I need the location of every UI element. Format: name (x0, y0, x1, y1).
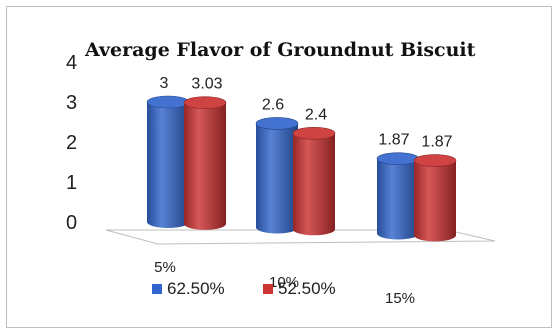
y-axis: 0 1 2 3 4 (66, 52, 77, 234)
bar (146, 95, 190, 228)
x-category-label: 15% (385, 290, 415, 307)
data-labels: 3 3.03 2.6 2.4 1.87 1.87 (160, 75, 453, 151)
legend-label: 62.50% (167, 279, 225, 298)
legend-item: 52.50% (263, 279, 336, 298)
data-label: 3 (160, 75, 169, 92)
bar (183, 96, 227, 230)
chart-title: Average Flavor of Groundnut Biscuit (84, 39, 476, 61)
x-axis: 5% 10% 15% (154, 259, 415, 307)
y-tick-label: 4 (66, 52, 77, 74)
legend-item: 62.50% (152, 279, 225, 298)
data-label: 1.87 (421, 134, 452, 151)
y-tick-label: 2 (66, 132, 77, 154)
legend-label: 52.50% (278, 279, 336, 298)
bar (255, 117, 299, 234)
legend-swatch (263, 284, 273, 294)
x-category-label: 5% (154, 259, 176, 276)
legend: 62.50% 52.50% (152, 279, 336, 298)
bar (413, 154, 457, 242)
legend-swatch (152, 284, 162, 294)
data-label: 2.6 (262, 96, 284, 113)
y-tick-label: 1 (66, 172, 77, 194)
bar (292, 127, 336, 236)
data-label: 1.87 (378, 132, 409, 149)
x-category-label: 10% (269, 274, 299, 291)
y-tick-label: 3 (66, 92, 77, 114)
data-label: 2.4 (305, 106, 327, 123)
data-label: 3.03 (191, 76, 222, 93)
bars (146, 95, 457, 242)
bar (376, 152, 420, 240)
y-tick-label: 0 (66, 212, 77, 234)
